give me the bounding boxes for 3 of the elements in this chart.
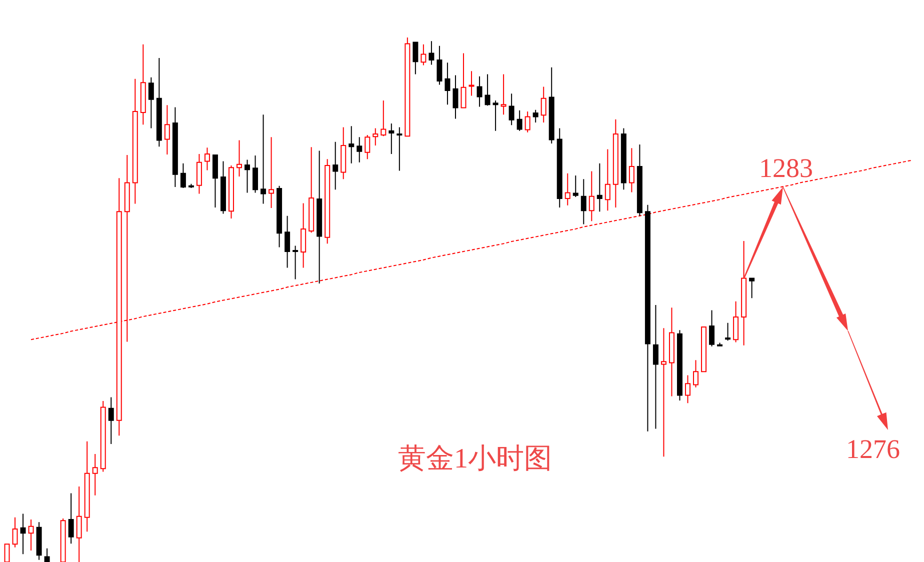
annotation: 1276 [846, 434, 900, 464]
annotation: 1283 [759, 153, 814, 184]
annotation: 黄金1小时图 [398, 444, 552, 475]
